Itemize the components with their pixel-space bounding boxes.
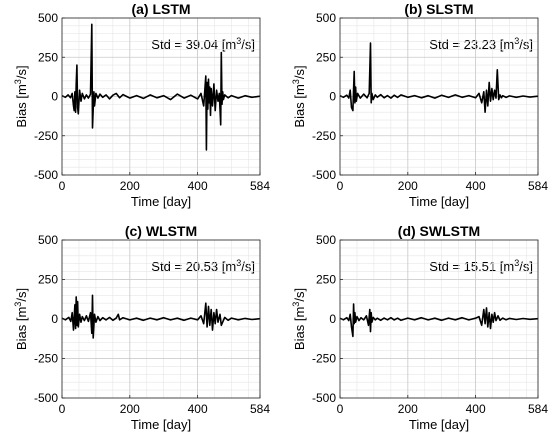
x-tick-label: 0 xyxy=(59,402,66,416)
y-axis-label-text: Bias [m3/s] xyxy=(291,288,307,350)
y-tick-label: 500 xyxy=(38,233,58,247)
y-axis-label: Bias [m3/s] xyxy=(13,65,29,127)
y-axis-label-text: Bias [m3/s] xyxy=(291,65,307,127)
y-tick-label: -250 xyxy=(312,352,336,366)
x-tick-label: 400 xyxy=(466,179,486,193)
panel-title: (a) LSTM xyxy=(131,1,190,17)
panel-annotation: Std = 20.53 [m3/s] xyxy=(151,258,255,274)
bias-series-line xyxy=(61,23,261,151)
y-axis-label: Bias [m3/s] xyxy=(291,288,307,350)
x-tick-label: 400 xyxy=(466,402,486,416)
y-tick-label: -500 xyxy=(312,168,336,182)
panel-annotation: Std = 23.23 [m3/s] xyxy=(429,36,533,52)
x-tick-label: 400 xyxy=(188,179,208,193)
x-tick-label: 200 xyxy=(120,179,140,193)
y-tick-label: 500 xyxy=(38,11,58,25)
bias-series-line xyxy=(61,294,261,339)
x-axis-label: Time [day] xyxy=(131,417,191,432)
panel-title: (b) SLSTM xyxy=(404,1,473,17)
y-axis-label: Bias [m3/s] xyxy=(13,288,29,350)
bias-series-line xyxy=(339,303,539,338)
x-axis-label: Time [day] xyxy=(409,417,469,432)
y-tick-label: 250 xyxy=(316,50,336,64)
y-tick-label: 0 xyxy=(329,90,336,104)
x-axis-label: Time [day] xyxy=(131,194,191,209)
y-tick-label: 250 xyxy=(38,50,58,64)
y-tick-label: 500 xyxy=(316,11,336,25)
y-axis-label-text: Bias [m3/s] xyxy=(13,288,29,350)
panel-title: (c) WLSTM xyxy=(125,223,197,239)
y-axis-label-text: Bias [m3/s] xyxy=(13,65,29,127)
y-tick-label: 500 xyxy=(316,233,336,247)
y-tick-label: -500 xyxy=(312,391,336,405)
x-tick-label: 584 xyxy=(528,402,548,416)
panel-swlstm: (d) SWLSTM Std = 15.51 [m3/s] Bias [m3/s… xyxy=(291,223,549,432)
x-tick-label: 0 xyxy=(59,179,66,193)
y-tick-label: -500 xyxy=(34,391,58,405)
x-tick-label: 400 xyxy=(188,402,208,416)
y-tick-label: 0 xyxy=(51,90,58,104)
panel-lstm: (a) LSTM Std = 39.04 [m3/s] Bias [m3/s] … xyxy=(13,1,271,209)
x-tick-label: 200 xyxy=(120,402,140,416)
y-tick-label: 250 xyxy=(38,273,58,287)
panel-title: (d) SWLSTM xyxy=(398,223,480,239)
y-axis-label: Bias [m3/s] xyxy=(291,65,307,127)
x-tick-label: 200 xyxy=(398,402,418,416)
panel-wlstm: (c) WLSTM Std = 20.53 [m3/s] Bias [m3/s]… xyxy=(13,223,271,432)
panel-slstm: (b) SLSTM Std = 23.23 [m3/s] Bias [m3/s]… xyxy=(291,1,549,209)
y-tick-label: -250 xyxy=(312,129,336,143)
panel-annotation: Std = 39.04 [m3/s] xyxy=(151,36,255,52)
x-tick-label: 0 xyxy=(337,179,344,193)
x-axis-label: Time [day] xyxy=(409,194,469,209)
x-tick-label: 584 xyxy=(528,179,548,193)
x-tick-label: 0 xyxy=(337,402,344,416)
y-tick-label: 250 xyxy=(316,273,336,287)
y-tick-label: -500 xyxy=(34,168,58,182)
x-tick-label: 584 xyxy=(250,179,270,193)
y-tick-label: 0 xyxy=(329,312,336,326)
panel-annotation: Std = 15.51 [m3/s] xyxy=(429,258,533,274)
bias-series-line xyxy=(339,42,539,113)
y-tick-label: -250 xyxy=(34,352,58,366)
y-tick-label: 0 xyxy=(51,312,58,326)
x-tick-label: 200 xyxy=(398,179,418,193)
y-tick-label: -250 xyxy=(34,129,58,143)
x-tick-label: 584 xyxy=(250,402,270,416)
